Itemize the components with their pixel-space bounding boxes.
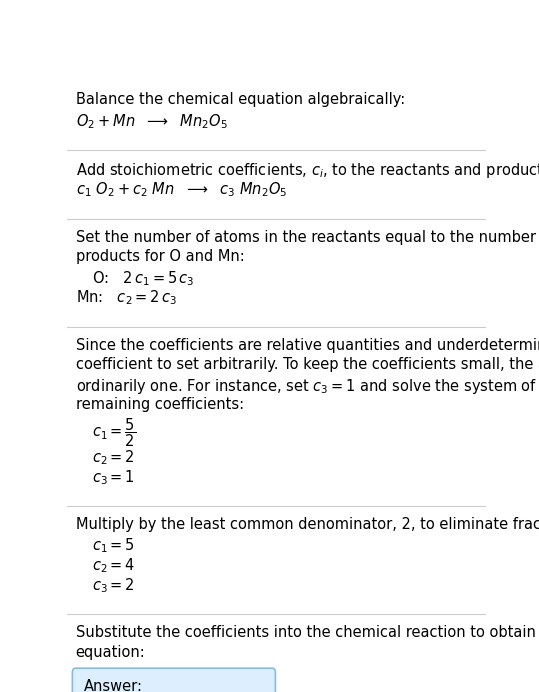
Text: ordinarily one. For instance, set $c_3 = 1$ and solve the system of equations fo: ordinarily one. For instance, set $c_3 =… (75, 377, 539, 396)
Text: $c_1 = \dfrac{5}{2}$: $c_1 = \dfrac{5}{2}$ (93, 417, 137, 449)
Text: Substitute the coefficients into the chemical reaction to obtain the balanced: Substitute the coefficients into the che… (75, 625, 539, 640)
Text: $O_2 + Mn\ \ \longrightarrow\ \ Mn_2O_5$: $O_2 + Mn\ \ \longrightarrow\ \ Mn_2O_5$ (75, 112, 227, 131)
Text: Set the number of atoms in the reactants equal to the number of atoms in the: Set the number of atoms in the reactants… (75, 230, 539, 244)
Text: Since the coefficients are relative quantities and underdetermined, choose a: Since the coefficients are relative quan… (75, 338, 539, 353)
Text: $c_3 = 2$: $c_3 = 2$ (93, 576, 135, 594)
Text: Answer:: Answer: (84, 679, 143, 692)
FancyBboxPatch shape (72, 668, 275, 692)
Text: Mn: $\ \ c_2 = 2\,c_3$: Mn: $\ \ c_2 = 2\,c_3$ (75, 289, 177, 307)
Text: equation:: equation: (75, 645, 146, 659)
Text: coefficient to set arbitrarily. To keep the coefficients small, the arbitrary va: coefficient to set arbitrarily. To keep … (75, 358, 539, 372)
Text: $c_1 = 5$: $c_1 = 5$ (93, 536, 135, 555)
Text: remaining coefficients:: remaining coefficients: (75, 397, 244, 412)
Text: Balance the chemical equation algebraically:: Balance the chemical equation algebraica… (75, 92, 405, 107)
Text: Multiply by the least common denominator, 2, to eliminate fractional coefficient: Multiply by the least common denominator… (75, 517, 539, 532)
Text: $c_2 = 4$: $c_2 = 4$ (93, 556, 136, 575)
Text: O: $\ \ 2\,c_1 = 5\,c_3$: O: $\ \ 2\,c_1 = 5\,c_3$ (93, 269, 195, 288)
Text: $c_1\ O_2 + c_2\ Mn\ \ \longrightarrow\ \ c_3\ Mn_2O_5$: $c_1\ O_2 + c_2\ Mn\ \ \longrightarrow\ … (75, 181, 287, 199)
Text: $c_2 = 2$: $c_2 = 2$ (93, 448, 135, 467)
Text: products for O and Mn:: products for O and Mn: (75, 249, 245, 264)
Text: Add stoichiometric coefficients, $c_i$, to the reactants and products:: Add stoichiometric coefficients, $c_i$, … (75, 161, 539, 180)
Text: $c_3 = 1$: $c_3 = 1$ (93, 468, 135, 486)
